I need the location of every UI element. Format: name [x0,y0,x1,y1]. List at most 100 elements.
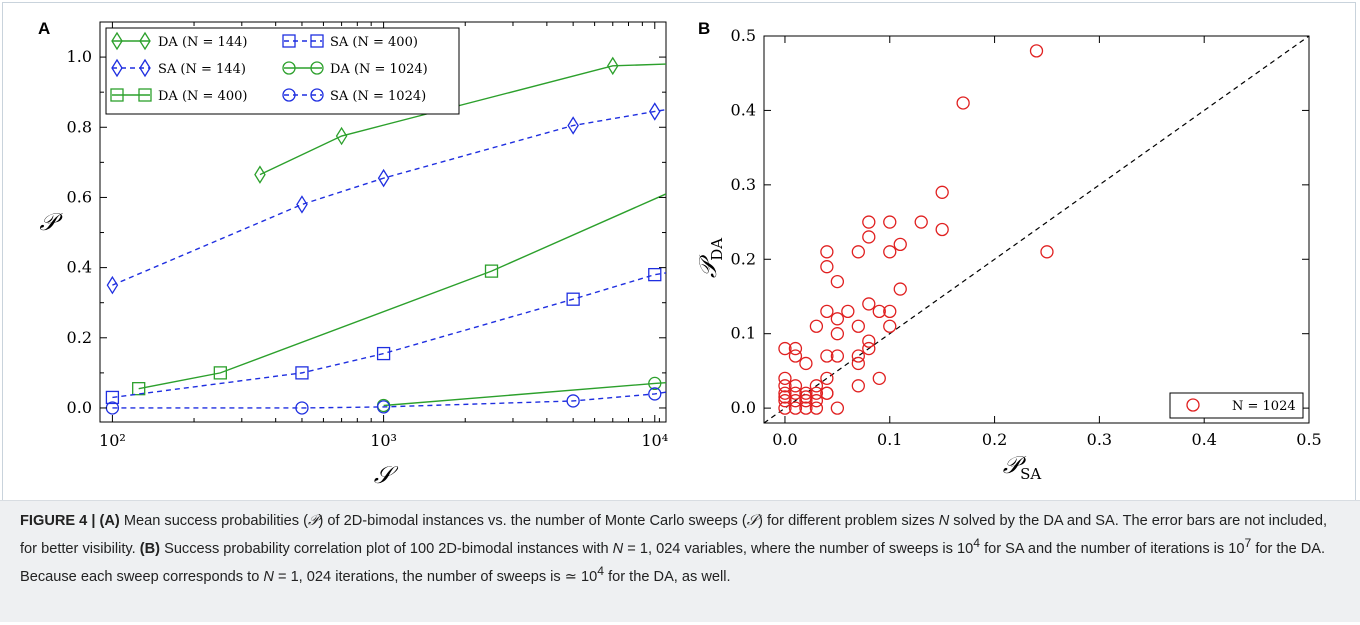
y-tick-label: 0.4 [731,100,756,119]
legend-marker [310,34,324,48]
figure-charts: A 0.0 0.2 0.4 0.6 0.8 1.0 10² 10³ 10⁴ DA (N = 144… [38,19,1322,489]
legend-marker [282,34,296,48]
x-tick-label: 10³ [370,431,397,450]
y-tick-label: 0.4 [67,258,92,277]
data-point [788,401,803,415]
data-point [841,304,855,319]
legend-marker [110,88,124,102]
data-point [883,319,897,333]
data-point [778,401,792,415]
y-tick-label: 0.2 [731,249,756,268]
data-point [820,349,834,363]
legend-marker [139,58,151,78]
data-point [893,282,907,296]
data-point [1040,245,1054,259]
legend-marker [1186,398,1200,412]
caption-text: = 1, 024 variables, where the number of … [623,540,974,557]
data-point [799,390,813,404]
series-line-sa-diamond [112,109,666,286]
data-point [778,341,792,356]
x-tick-label: 0.3 [1087,430,1112,449]
caption-exponent: 7 [1244,536,1252,550]
data-point [809,379,824,393]
figure-caption: FIGURE 4 | (A) Mean success probabilitie… [0,500,1360,622]
legend-label: N = 1024 [1232,399,1296,414]
x-tick-label: 0.0 [772,430,797,449]
data-point [649,102,661,121]
data-point [799,401,813,415]
caption-text: = 1, 024 iterations, the number of sweep… [273,568,598,585]
caption-label: FIGURE 4 | [20,513,96,529]
caption-exponent: 4 [597,563,605,578]
series-line-sa-circle [112,391,666,409]
y-tick-label: 0.3 [731,175,756,194]
data-point [648,376,662,391]
y-tick-label: 1.0 [67,47,92,66]
data-point [820,260,834,274]
data-point [820,245,834,259]
data-point [376,400,391,414]
panel-a-plot: 0.0 0.2 0.4 0.6 0.8 1.0 10² 10³ 10⁴ DA (N = 144) S… [67,21,668,450]
legend-marker [282,61,296,75]
x-tick-label: 10² [99,431,126,450]
series-line-da-square [138,193,666,390]
caption-text: for SA and the number of iterations is 1… [980,540,1245,557]
caption-text: for the DA. Because each sweep correspon… [20,540,1326,585]
legend-marker [310,61,324,75]
x-tick-label: 0.1 [877,430,902,449]
caption-text: Mean success probabilities ( [119,513,308,529]
data-point [335,126,348,146]
caption-symbol-n: N [263,568,274,585]
caption-symbol-n: N [938,513,950,529]
data-point [799,394,813,408]
data-point [862,334,876,348]
data-point [254,165,266,184]
data-point [377,168,390,188]
data-point [1029,44,1044,58]
data-point [914,215,928,229]
x-tick-label: 10⁴ [641,431,668,450]
data-point [799,356,813,371]
y-tick-label: 0.0 [67,398,92,417]
data-point [862,215,876,229]
data-point [851,319,865,333]
y-tick-label: 0.1 [731,324,756,343]
data-point [778,390,792,404]
data-point [893,237,907,252]
x-tick-label: 0.4 [1191,430,1216,449]
data-point [607,56,619,76]
data-point [778,371,792,385]
legend-box [1169,392,1304,419]
data-point [830,349,845,363]
data-point [872,371,886,385]
data-point [295,366,309,380]
legend-marker [138,88,152,102]
plot-area-a [99,21,667,423]
data-point [935,222,949,237]
data-point [296,195,308,214]
data-point [883,304,897,319]
caption-text: for the DA, as well. [604,568,731,585]
panel-b-plot: 0.0 0.1 0.2 0.3 0.4 0.5 0.0 0.1 0.2 0.3 0.4 0.5 N = … [731,26,1322,449]
panel-letter-b: B [698,19,710,38]
y-axis-label-b: 𝒫DA [694,238,726,278]
y-tick-label: 0.0 [731,398,756,417]
caption-exponent: 4 [973,536,981,550]
legend-marker [111,31,123,51]
data-point [935,185,949,199]
data-point [106,275,119,295]
data-point [213,366,227,380]
data-point [872,304,886,319]
data-point [484,264,499,278]
data-point [788,349,803,363]
series-line-da-circle [383,382,666,407]
caption-symbol-n: N [612,540,624,557]
data-point [648,267,662,282]
y-tick-label: 0.2 [67,328,92,347]
svg-text:𝒫SA: 𝒫SA [1003,451,1042,483]
caption-symbol-s: 𝒮 [746,513,759,529]
x-tick-label: 0.2 [982,430,1007,449]
data-point [567,116,579,135]
legend-a: DA (N = 144) SA (N = 144) DA (N = 400) SA (… [105,27,460,115]
data-point [820,386,834,400]
